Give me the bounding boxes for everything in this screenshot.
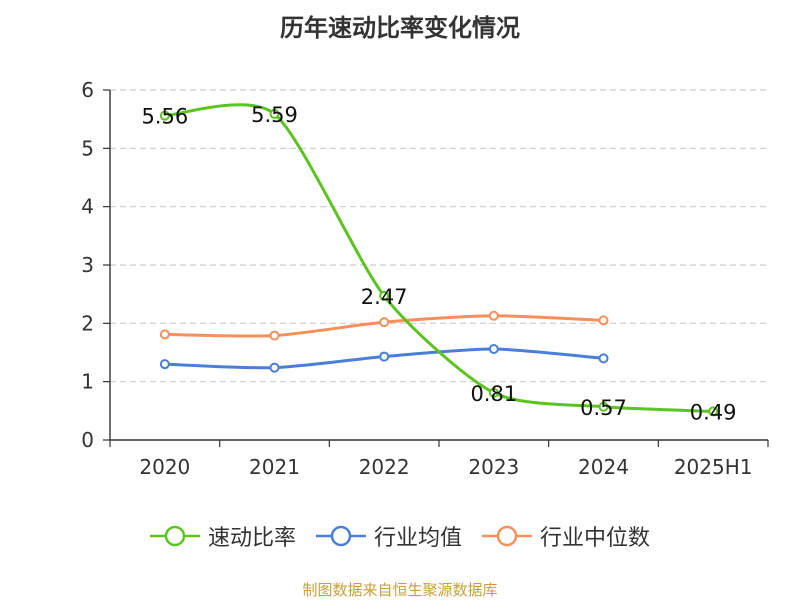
series-1-point — [379, 351, 390, 362]
y-tick-label: 0 — [81, 428, 94, 452]
data-label: 5.59 — [251, 103, 298, 127]
series-1-point — [488, 344, 499, 354]
series-0-point — [379, 290, 390, 301]
x-tick-label: 2020 — [139, 455, 190, 479]
x-tick-label: 2024 — [578, 455, 629, 479]
x-tick-label: 2023 — [468, 455, 519, 479]
data-label: 0.57 — [580, 396, 627, 420]
series-1-point — [159, 359, 170, 370]
series-1-point — [598, 353, 609, 364]
legend-label-industry-median: 行业中位数 — [540, 526, 651, 551]
series-0-point — [488, 387, 499, 398]
series-0-point — [159, 110, 170, 121]
y-tick-label: 6 — [81, 78, 94, 102]
legend: 速动比率 行业均值 行业中位数 — [0, 520, 800, 552]
y-tick-label: 3 — [81, 253, 94, 277]
series-1-point — [269, 362, 280, 373]
series-2-point — [488, 310, 499, 321]
series-2-point — [269, 330, 280, 341]
series-line-0 — [164, 103, 714, 413]
y-tick-label: 5 — [81, 136, 94, 160]
x-tick-label: 2021 — [249, 455, 300, 479]
legend-item-industry-median[interactable]: 行业中位数 — [482, 520, 650, 552]
source-note: 制图数据来自恒生聚源数据库 — [302, 581, 498, 599]
x-tick-label: 2022 — [359, 455, 410, 479]
data-label: 5.56 — [141, 105, 188, 129]
series-2-point — [598, 315, 609, 326]
legend-label-quick-ratio: 速动比率 — [207, 526, 296, 551]
legend-swatch-quick-ratio — [149, 525, 200, 547]
legend-item-industry-mean[interactable]: 行业均值 — [315, 520, 462, 552]
series-2-point — [159, 329, 170, 340]
legend-swatch-industry-median — [482, 525, 532, 547]
data-label: 2.47 — [361, 285, 408, 309]
legend-item-quick-ratio[interactable]: 速动比率 — [149, 520, 296, 552]
series-0-point — [269, 108, 280, 119]
series-2-point — [379, 317, 390, 328]
y-tick-label: 1 — [81, 370, 94, 394]
y-tick-label: 4 — [81, 195, 94, 219]
y-tick-label: 2 — [81, 311, 94, 335]
data-label: 0.49 — [690, 400, 737, 424]
chart-title: 历年速动比率变化情况 — [280, 14, 520, 42]
legend-label-industry-mean: 行业均值 — [373, 526, 462, 551]
data-label: 0.81 — [470, 382, 517, 406]
legend-swatch-industry-mean — [315, 525, 366, 547]
series-0-point — [598, 401, 609, 412]
series-0-point — [708, 406, 719, 417]
x-tick-label: 2025H1 — [674, 455, 753, 479]
